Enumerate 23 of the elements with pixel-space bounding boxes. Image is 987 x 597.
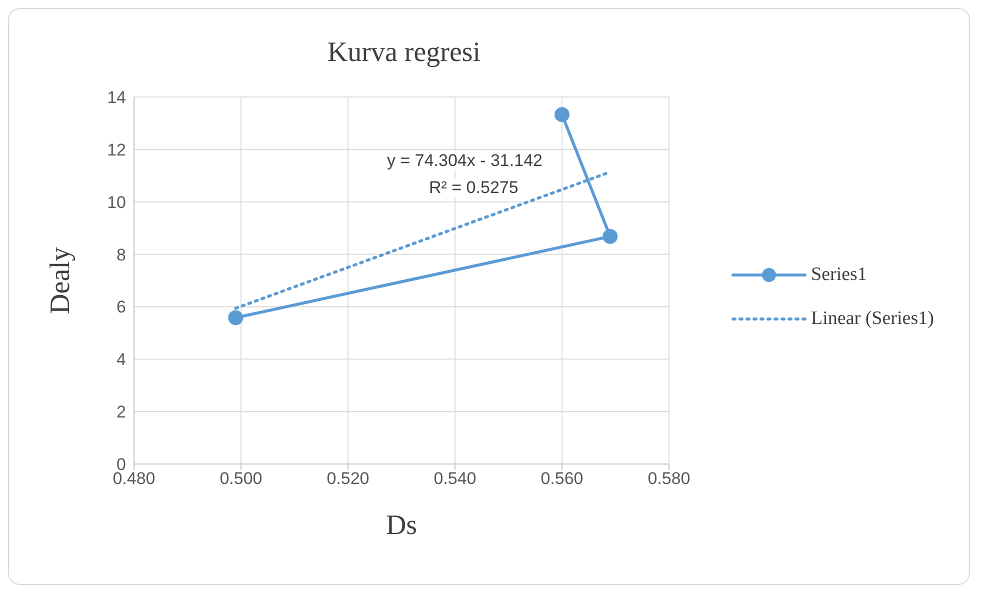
y-tick-label: 10 bbox=[107, 192, 126, 212]
y-axis-title: Dealy bbox=[44, 247, 76, 314]
y-tick-label: 8 bbox=[116, 245, 126, 264]
x-tick-label: 0.500 bbox=[220, 469, 262, 488]
x-axis-title: Ds bbox=[386, 510, 418, 541]
y-tick-label: 12 bbox=[107, 140, 126, 160]
annotation: y = 74.304x - 31.142 bbox=[387, 151, 542, 171]
y-tick-label: 4 bbox=[116, 350, 126, 370]
legend-label: Series1 bbox=[811, 264, 867, 286]
y-tick-label: 2 bbox=[116, 402, 126, 422]
x-tick-label: 0.520 bbox=[326, 469, 370, 488]
x-tick-label: 0.580 bbox=[648, 469, 690, 488]
annotation: R² = 0.5275 bbox=[429, 178, 518, 198]
chart-title: Kurva regresi bbox=[326, 37, 482, 69]
x-tick-label: 0.480 bbox=[112, 469, 156, 488]
point bbox=[602, 228, 618, 244]
y-tick-label: 14 bbox=[107, 88, 126, 108]
x-tick-label: 0.560 bbox=[540, 469, 584, 488]
y-tick-label: 6 bbox=[116, 298, 126, 317]
point bbox=[228, 310, 244, 326]
legend-label: Linear (Series1) bbox=[811, 308, 934, 330]
point bbox=[554, 107, 570, 122]
x-tick-label: 0.540 bbox=[434, 469, 476, 488]
